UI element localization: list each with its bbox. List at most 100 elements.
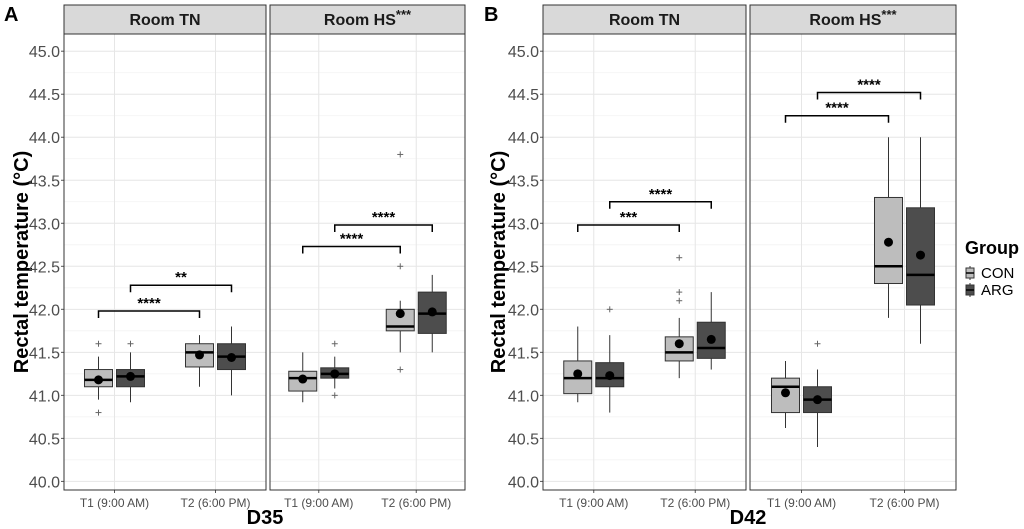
y-tick-label: 40.5 [508,431,539,448]
y-tick-label: 42.5 [508,259,539,276]
x-tick-label: T1 (9:00 AM) [80,496,149,510]
box-mean-point [884,237,893,247]
bracket-label: **** [825,100,849,117]
outlier-point [676,297,683,304]
box-con-t2 [385,151,415,373]
y-tick-label: 45.0 [508,44,539,61]
bracket-line [129,284,233,293]
bracket-label: **** [857,77,881,94]
y-tick-label: 40.5 [29,431,60,448]
facet-border [269,33,466,491]
y-tick-label: 44.0 [508,130,539,147]
panel-letter-B: B [484,4,498,26]
facet-title-text: Room HS [809,12,881,29]
significance-bracket: ** [129,269,233,293]
box-mean-point [605,371,615,381]
y-tick-label: 41.5 [29,345,60,362]
x-axis-label-D42: D42 [730,507,767,529]
box-mean-point [706,334,716,344]
bracket-line [816,91,922,100]
facet-background [543,34,746,490]
outlier-point [95,409,102,416]
box-mean-point [227,353,236,363]
facet-background [64,34,266,490]
facet-title-significance: *** [396,7,412,22]
facet-title: Room TN [609,12,680,29]
x-tick-label: T2 (6:00 PM) [381,496,451,510]
x-tick-label: T2 (6:00 PM) [660,496,730,510]
significance-bracket: **** [609,186,712,209]
y-tick-label: 43.0 [508,216,539,233]
box-arg-t2 [417,274,447,353]
box-mean-point [427,307,437,317]
facet-title: Room TN [129,12,200,29]
significance-bracket: **** [302,231,401,254]
box-arg-t1 [595,306,625,413]
facet-title-text: Room TN [609,12,680,29]
y-tick-label: 42.0 [508,302,539,319]
bracket-line [577,224,680,233]
x-tick-label: T1 (9:00 AM) [559,496,628,510]
significance-bracket: *** [577,209,680,233]
significance-bracket: **** [97,295,201,319]
bracket-label: **** [137,295,161,312]
facet-D35-room-hs: Room HS***T1 (9:00 AM) T2 (6:00 PM)******… [269,4,466,510]
box-mean-point [94,375,103,385]
box-mean-point [674,339,684,349]
y-axis-label: Rectal temperature (°C) [11,151,33,374]
box-arg-t1 [803,340,832,447]
box-con-t1 [288,352,318,403]
bracket-label: **** [649,186,673,203]
outlier-point [397,366,404,373]
box-mean-point [330,369,340,379]
y-tick-label: 44.0 [29,130,60,147]
bracket-line [302,245,401,254]
facet-title-text: Room TN [129,12,200,29]
facet-title: Room HS*** [324,7,412,29]
box-arg-t1 [320,340,350,399]
legend-item-arg: ARG [965,282,1014,299]
y-tick-label: 41.5 [508,345,539,362]
box-mean-point [813,395,822,405]
outlier-point [397,263,404,270]
box-mean-point [126,371,135,381]
facet-title: Room HS*** [809,7,897,29]
y-tick-label: 44.5 [29,87,60,104]
box-mean-point [916,250,925,260]
box-mean-point [781,388,790,398]
legend-item-con: CON [965,265,1014,282]
facet-strip [542,4,747,35]
facet-border [542,33,747,491]
y-tick-label: 41.0 [29,388,60,405]
bracket-line [609,201,712,209]
facet-strip [749,4,957,35]
x-tick-label: T1 (9:00 AM) [284,496,353,510]
legend-label: CON [981,265,1014,282]
box-mean-point [195,350,204,360]
legend-title: Group [965,238,1019,258]
significance-bracket: **** [334,209,433,233]
outlier-point [606,306,613,313]
bracket-line [784,114,890,123]
facet-strip [63,4,267,35]
box-arg-t2 [906,137,935,344]
facet-strip [269,4,466,35]
facet-border [63,33,267,491]
x-tick-label: T2 (6:00 PM) [180,496,250,510]
y-tick-label: 45.0 [29,44,60,61]
significance-bracket: **** [816,77,922,100]
outlier-point [95,340,102,347]
y-tick-label: 43.5 [29,173,60,190]
legend-label: ARG [981,282,1014,299]
outlier-point [676,254,683,261]
facet-title-significance: *** [881,7,897,22]
y-tick-label: 43.0 [29,216,60,233]
y-tick-label: 41.0 [508,388,539,405]
y-tick-label: 42.5 [29,259,60,276]
outlier-point [397,151,404,158]
box-arg-t2 [696,292,726,370]
